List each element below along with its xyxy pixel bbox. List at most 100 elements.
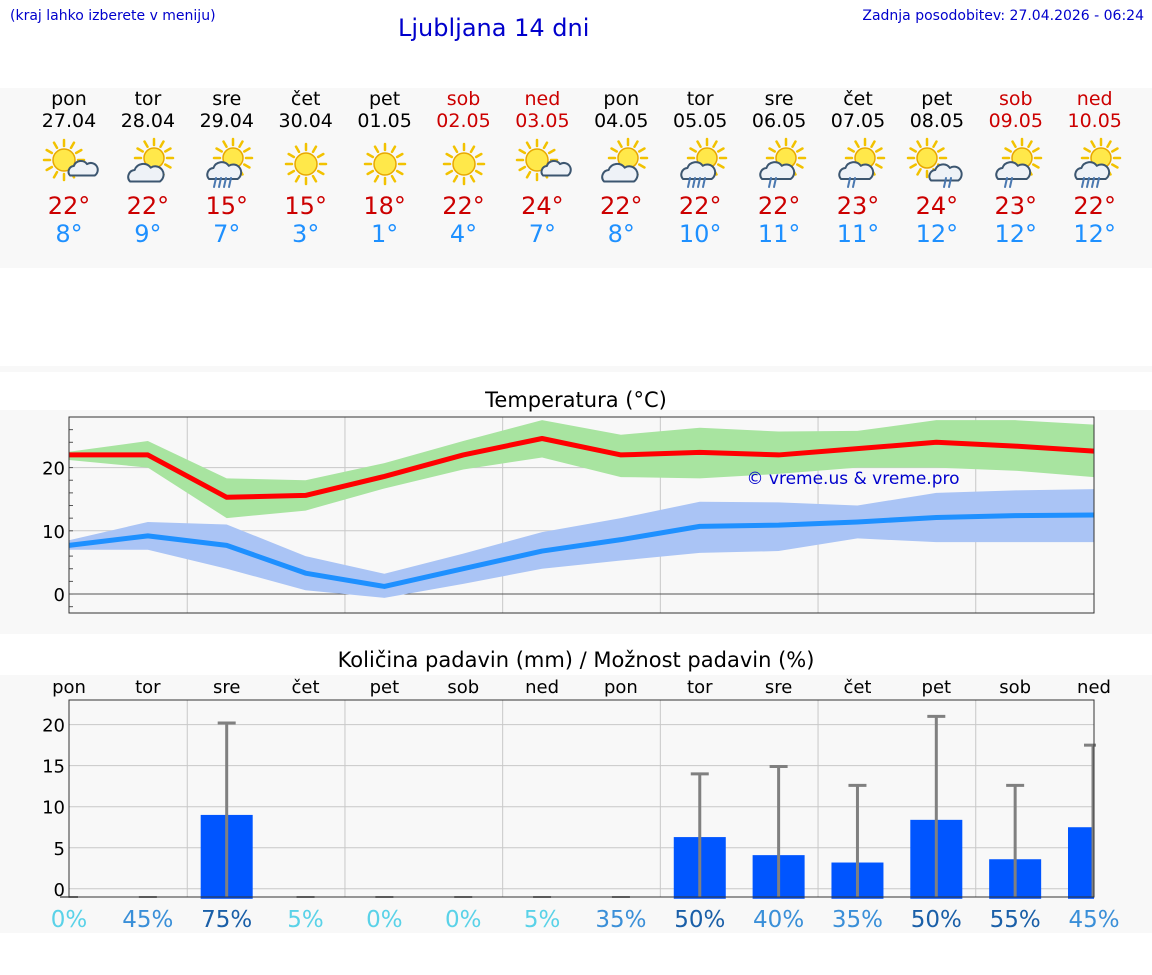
- max-temperature: 22°: [1073, 192, 1116, 220]
- max-temperature: 22°: [600, 192, 643, 220]
- precipitation-probability: 0%: [445, 907, 482, 933]
- y-tick-label: 20: [42, 459, 65, 480]
- max-temperature: 22°: [47, 192, 91, 220]
- x-category-label: pet: [370, 677, 400, 698]
- cloud-sun-icon: [127, 137, 175, 183]
- cloud-sun-icon: [601, 137, 649, 183]
- sun-cloud-icon: [42, 138, 99, 182]
- x-category-label: sob: [999, 677, 1031, 698]
- day-date: 29.04: [199, 110, 254, 132]
- precipitation-probability: 5%: [524, 907, 561, 933]
- sun-cloud-drizzle-icon: [758, 137, 806, 188]
- precipitation-probability: 55%: [990, 907, 1041, 933]
- min-temperature: 8°: [607, 220, 635, 248]
- day-name: sre: [764, 88, 794, 110]
- sun-cloud-rain-icon: [206, 137, 254, 188]
- precipitation-probability: 0%: [366, 907, 403, 933]
- precipitation-probability: 45%: [122, 907, 173, 933]
- x-category-label: ned: [1077, 677, 1111, 698]
- min-temperature: 12°: [994, 220, 1038, 248]
- day-name: sob: [446, 88, 481, 110]
- day-date: 02.05: [436, 110, 491, 132]
- y-tick-label: 10: [42, 522, 65, 543]
- day-name: sre: [212, 88, 242, 110]
- min-temperature: 8°: [55, 220, 83, 248]
- precipitation-bar: [1068, 827, 1094, 899]
- menu-hint: (kraj lahko izberete v meniju): [10, 8, 216, 24]
- min-temperature: 7°: [528, 220, 557, 248]
- x-category-label: ned: [525, 677, 559, 698]
- forecast-day: pon 27.04 22° 8°: [30, 88, 109, 248]
- y-tick-label: 10: [42, 798, 65, 819]
- max-temperature: 24°: [521, 192, 564, 220]
- day-date: 03.05: [515, 110, 570, 132]
- x-category-label: tor: [135, 677, 161, 698]
- x-category-label: tor: [687, 677, 713, 698]
- forecast-day: tor 28.04 22° 9°: [108, 88, 187, 248]
- min-temperature: 12°: [1073, 220, 1116, 248]
- sun-cloud-icon: [515, 138, 572, 182]
- precipitation-probability: 50%: [911, 907, 962, 933]
- x-category-label: čet: [292, 677, 320, 698]
- temperature-chart-title: Temperatura (°C): [485, 388, 667, 412]
- min-temperature: 9°: [134, 220, 162, 248]
- forecast-day: čet 30.04 15° 3°: [266, 88, 345, 248]
- x-category-label: pon: [604, 677, 638, 698]
- min-temperature: 11°: [836, 220, 880, 248]
- precipitation-chart: 0 5 10 15 20 pon tor sre čet pet sob ned pon tor sre če…: [42, 677, 1119, 933]
- day-date: 05.05: [672, 110, 728, 132]
- x-category-label: pon: [52, 677, 86, 698]
- day-name: pon: [51, 88, 87, 110]
- max-temperature: 22°: [757, 192, 801, 220]
- min-temperature: 12°: [915, 220, 959, 248]
- min-temperature: 3°: [292, 220, 320, 248]
- day-date: 01.05: [357, 110, 412, 132]
- precipitation-probability: 35%: [595, 907, 646, 933]
- sun-icon: [284, 142, 328, 186]
- y-tick-label: 0: [54, 880, 65, 901]
- max-temperature: 24°: [915, 192, 959, 220]
- day-date: 09.05: [988, 110, 1043, 132]
- max-temperature: 23°: [836, 192, 880, 220]
- temperature-plot-frame: [68, 416, 1095, 614]
- y-tick-label: 0: [54, 585, 65, 606]
- forecast-day: pon 04.05 22° 8°: [582, 88, 661, 248]
- sun-icon: [363, 142, 407, 186]
- day-name: ned: [524, 88, 561, 110]
- precipitation-probability: 40%: [753, 907, 804, 933]
- day-name: pon: [603, 88, 640, 110]
- y-tick-label: 20: [42, 716, 65, 737]
- sun-cloud-drizzle-icon: [837, 137, 885, 188]
- max-temperature: 15°: [284, 192, 327, 220]
- x-category-label: sob: [447, 677, 479, 698]
- max-temperature: 22°: [442, 192, 485, 220]
- x-category-label: sre: [213, 677, 240, 698]
- sun-cloud-drizzle-icon: [995, 137, 1043, 188]
- tmin-line: [68, 512, 1095, 589]
- precipitation-probability: 35%: [832, 907, 883, 933]
- precipitation-probability: 0%: [51, 907, 88, 933]
- y-tick-label: 15: [42, 757, 65, 778]
- min-temperature: 7°: [213, 220, 241, 248]
- day-date: 30.04: [278, 110, 333, 132]
- sun-cloud-rain-icon: [1074, 137, 1122, 188]
- forecast-day: pet 01.05 18° 1°: [345, 88, 424, 248]
- page-title: Ljubljana 14 dni: [398, 14, 590, 42]
- sun-cloud-rain-icon: [680, 137, 727, 188]
- max-temperature: 23°: [994, 192, 1038, 220]
- y-tick-label: 5: [54, 839, 65, 860]
- daily-forecast: pon 27.04 22° 8° tor 28.04 22° 9° sre 29.04 15° 7° č…: [0, 88, 1152, 268]
- day-date: 10.05: [1067, 110, 1122, 132]
- day-date: 07.05: [830, 110, 886, 132]
- forecast-day: čet 07.05 23° 11°: [819, 88, 898, 248]
- day-name: pet: [921, 88, 953, 110]
- sun-cloud-shower-icon: [907, 137, 964, 188]
- day-date: 06.05: [751, 110, 807, 132]
- watermark: © vreme.us & vreme.pro: [746, 469, 959, 489]
- forecast-day: sre 06.05 22° 11°: [740, 88, 819, 248]
- separator-band: [0, 366, 1152, 372]
- day-name: tor: [686, 88, 714, 110]
- tmax-line: [69, 435, 1095, 500]
- forecast-day: sob 02.05 22° 4°: [424, 88, 503, 248]
- day-date: 27.04: [41, 110, 97, 132]
